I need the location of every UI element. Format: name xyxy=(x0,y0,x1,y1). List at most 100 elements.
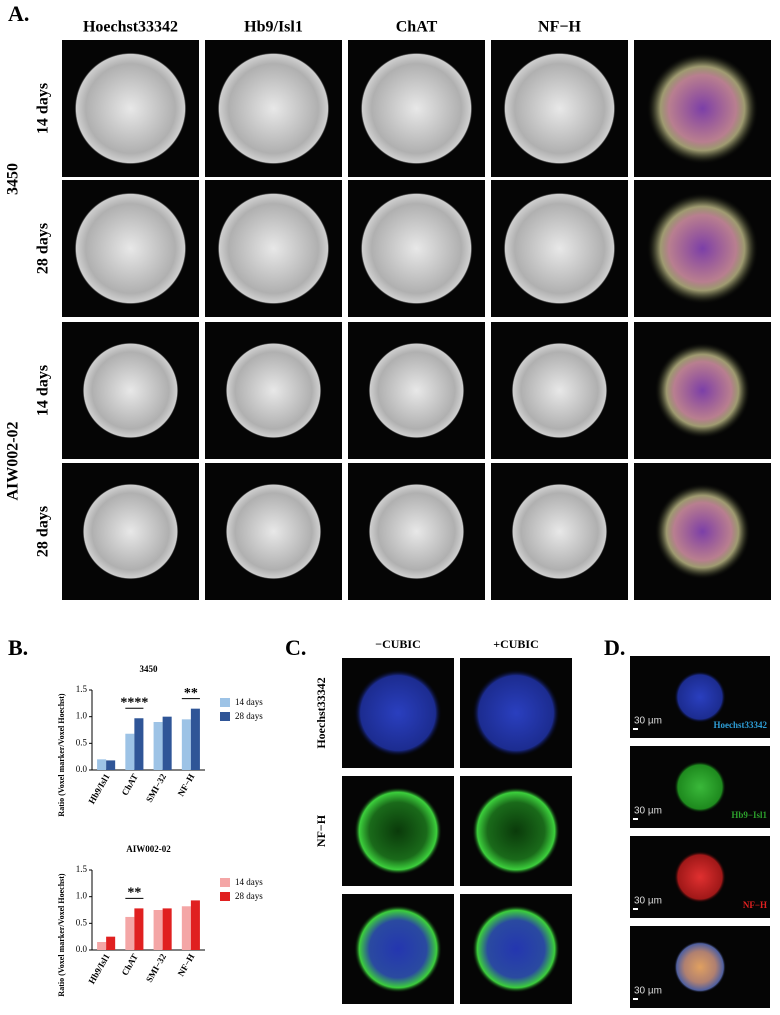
bar xyxy=(106,936,116,950)
spheroid xyxy=(674,671,726,723)
column-header: +CUBIC xyxy=(493,637,539,651)
bar xyxy=(190,900,200,950)
x-tick-label: ChAT xyxy=(120,952,140,977)
spheroid xyxy=(646,52,759,165)
panel-label: A. xyxy=(8,1,29,26)
spheroid xyxy=(472,905,560,993)
chart-title: AIW002-02 xyxy=(126,844,171,854)
bar xyxy=(125,916,135,950)
bar xyxy=(153,722,163,770)
bar xyxy=(134,718,144,770)
row-label: 28 days xyxy=(35,506,52,557)
legend-swatch xyxy=(220,878,230,887)
y-tick-label: 0.0 xyxy=(76,764,88,774)
spheroid xyxy=(368,483,465,580)
channel-label: Hoechst33342 xyxy=(714,720,768,730)
spheroid xyxy=(82,483,179,580)
spheroid xyxy=(511,342,608,439)
spheroid xyxy=(511,483,608,580)
y-tick-label: 0.5 xyxy=(76,917,88,927)
x-tick-label: Hb9/Isl1 xyxy=(86,772,111,806)
x-tick-label: SMI−32 xyxy=(144,772,168,804)
scale-bar xyxy=(633,908,638,910)
significance-label: ** xyxy=(184,686,198,701)
spheroid xyxy=(360,192,473,305)
legend-swatch xyxy=(220,698,230,707)
x-tick-label: SMI−32 xyxy=(144,952,168,984)
y-tick-label: 1.5 xyxy=(76,864,88,874)
bar xyxy=(134,908,144,950)
legend-label: 28 days xyxy=(235,891,263,901)
spheroid xyxy=(368,342,465,439)
spheroid xyxy=(354,669,442,757)
significance-label: ** xyxy=(127,886,141,901)
y-tick-label: 1.5 xyxy=(76,684,88,694)
scale-bar xyxy=(633,818,638,820)
scale-bar-label: 30 µm xyxy=(634,716,662,727)
column-header: −CUBIC xyxy=(375,637,421,651)
channel-label: NF−H xyxy=(743,900,767,910)
spheroid xyxy=(225,483,322,580)
legend-swatch xyxy=(220,712,230,721)
scale-bar-label: 30 µm xyxy=(634,986,662,997)
spheroid xyxy=(82,342,179,439)
spheroid xyxy=(503,52,616,165)
x-tick-label: NF−H xyxy=(176,772,197,798)
spheroid xyxy=(674,851,726,903)
column-header: NF−H xyxy=(538,19,581,36)
row-label: 14 days xyxy=(35,365,52,416)
scale-bar-label: 30 µm xyxy=(634,896,662,907)
spheroid xyxy=(654,342,751,439)
bar xyxy=(181,719,191,770)
bar xyxy=(153,910,163,950)
column-header: Hoechst33342 xyxy=(83,19,178,36)
panel-label: D. xyxy=(604,635,625,660)
y-axis-label: Ratio (Voxel marker/Voxel Hoechst) xyxy=(57,693,66,817)
bar xyxy=(181,906,191,950)
chart-title: 3450 xyxy=(140,664,159,674)
row-label: Hoechst33342 xyxy=(314,677,328,748)
x-tick-label: Hb9/Isl1 xyxy=(86,952,111,986)
spheroid xyxy=(472,787,560,875)
panel-label: C. xyxy=(285,635,306,660)
spheroid xyxy=(646,192,759,305)
significance-label: **** xyxy=(120,695,148,710)
bar xyxy=(97,759,107,770)
group-label: AIW002-02 xyxy=(5,421,22,500)
channel-label: Hb9−Isl1 xyxy=(731,810,767,820)
scale-bar xyxy=(633,998,638,1000)
spheroid xyxy=(354,905,442,993)
y-tick-label: 1.0 xyxy=(76,891,88,901)
scale-bar xyxy=(633,728,638,730)
spheroid xyxy=(654,483,751,580)
y-axis-label: Ratio (Voxel marker/Voxel Hoechst) xyxy=(57,873,66,997)
row-label: 14 days xyxy=(35,83,52,134)
legend-label: 14 days xyxy=(235,697,263,707)
x-tick-label: NF−H xyxy=(176,952,197,978)
legend-label: 28 days xyxy=(235,711,263,721)
panel-label: B. xyxy=(8,635,28,660)
spheroid xyxy=(503,192,616,305)
scale-bar-label: 30 µm xyxy=(634,806,662,817)
spheroid xyxy=(674,761,726,813)
spheroid xyxy=(472,669,560,757)
row-label: NF−H xyxy=(314,814,328,847)
bar xyxy=(125,733,135,770)
y-tick-label: 1.0 xyxy=(76,711,88,721)
spheroid xyxy=(354,787,442,875)
bar xyxy=(97,942,107,950)
spheroid xyxy=(217,192,330,305)
group-label: 3450 xyxy=(5,163,22,195)
bar xyxy=(162,716,172,770)
bar xyxy=(162,908,172,950)
spheroid xyxy=(74,192,187,305)
column-header: ChAT xyxy=(396,19,438,36)
spheroid xyxy=(74,52,187,165)
legend-label: 14 days xyxy=(235,877,263,887)
spheroid xyxy=(217,52,330,165)
spheroid xyxy=(674,941,726,993)
bar xyxy=(106,760,116,770)
spheroid xyxy=(225,342,322,439)
y-tick-label: 0.5 xyxy=(76,737,88,747)
